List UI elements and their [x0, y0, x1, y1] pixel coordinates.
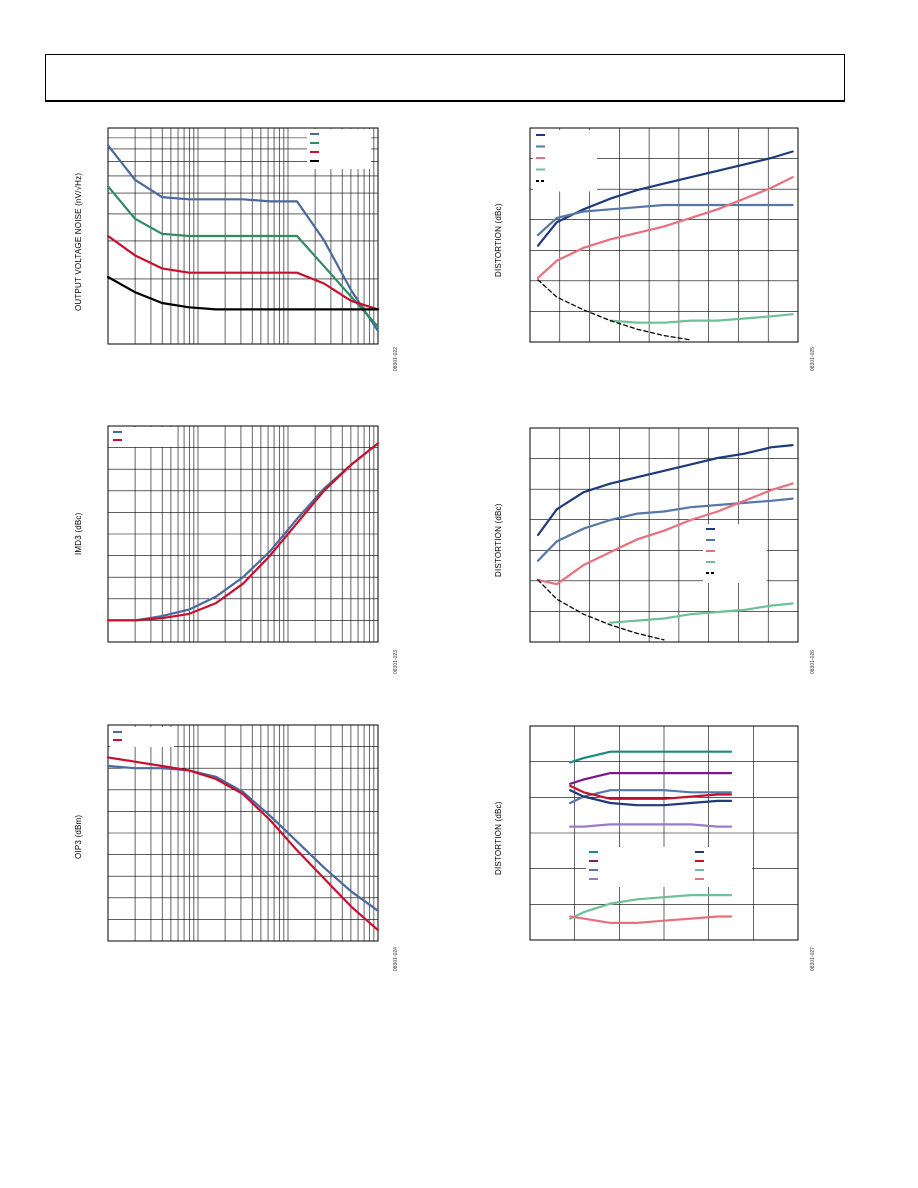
- series-line: [536, 482, 794, 586]
- series-line: [609, 602, 794, 624]
- series-line: [569, 784, 733, 800]
- series-line: [106, 442, 380, 622]
- legend-box: [110, 427, 174, 447]
- y-axis-label: IMD3 (dBc): [74, 512, 83, 555]
- series-line: [569, 789, 733, 807]
- y-axis-label: DISTORTION (dBc): [494, 203, 503, 277]
- legend-box: [703, 524, 767, 583]
- figure-id: 08301-024: [393, 947, 399, 971]
- series-line: [537, 579, 665, 641]
- page-header-box: [45, 54, 845, 102]
- legend-box: [110, 727, 174, 747]
- plot-frame: [529, 127, 799, 343]
- series-line: [569, 823, 733, 828]
- plot-frame: [107, 425, 379, 643]
- figure-id: 08301-022: [393, 347, 399, 371]
- plot-frame: [529, 725, 799, 941]
- legend-box: [586, 847, 752, 887]
- y-axis-label: DISTORTION (dBc): [494, 801, 503, 875]
- series-line: [106, 756, 380, 932]
- chart-svg: [529, 127, 799, 343]
- series-line: [106, 275, 380, 311]
- series-line: [609, 313, 794, 324]
- series-line: [106, 764, 380, 912]
- y-axis-label: OIP3 (dBm): [74, 814, 83, 859]
- figure-id: 08301-023: [393, 650, 399, 674]
- series-line: [106, 234, 380, 311]
- series-line: [536, 444, 794, 537]
- legend-box: [307, 129, 371, 169]
- series-line: [536, 497, 794, 562]
- plot-frame: [107, 724, 379, 942]
- y-axis-label: DISTORTION (dBc): [494, 503, 503, 577]
- series-line: [106, 144, 380, 333]
- series-line: [569, 915, 733, 924]
- chart-svg: [106, 425, 380, 643]
- chart-svg: [529, 427, 799, 643]
- series-line: [536, 176, 794, 279]
- legend-box: [533, 130, 597, 192]
- series-line: [537, 279, 692, 341]
- chart-svg: [529, 725, 799, 941]
- series-line: [569, 750, 733, 764]
- figure-id: 08301-026: [810, 650, 816, 674]
- series-line: [106, 442, 380, 622]
- series-line: [536, 203, 794, 237]
- chart-svg: [106, 724, 380, 942]
- plot-frame: [529, 427, 799, 643]
- chart-svg: [106, 127, 380, 345]
- y-axis-label: OUTPUT VOLTAGE NOISE (nV/√Hz): [74, 172, 83, 311]
- figure-id: 08301-025: [810, 347, 816, 371]
- figure-id: 08301-027: [810, 947, 816, 971]
- series-line: [106, 185, 380, 328]
- series-line: [569, 894, 733, 920]
- series-line: [569, 772, 733, 785]
- series-line: [569, 789, 733, 805]
